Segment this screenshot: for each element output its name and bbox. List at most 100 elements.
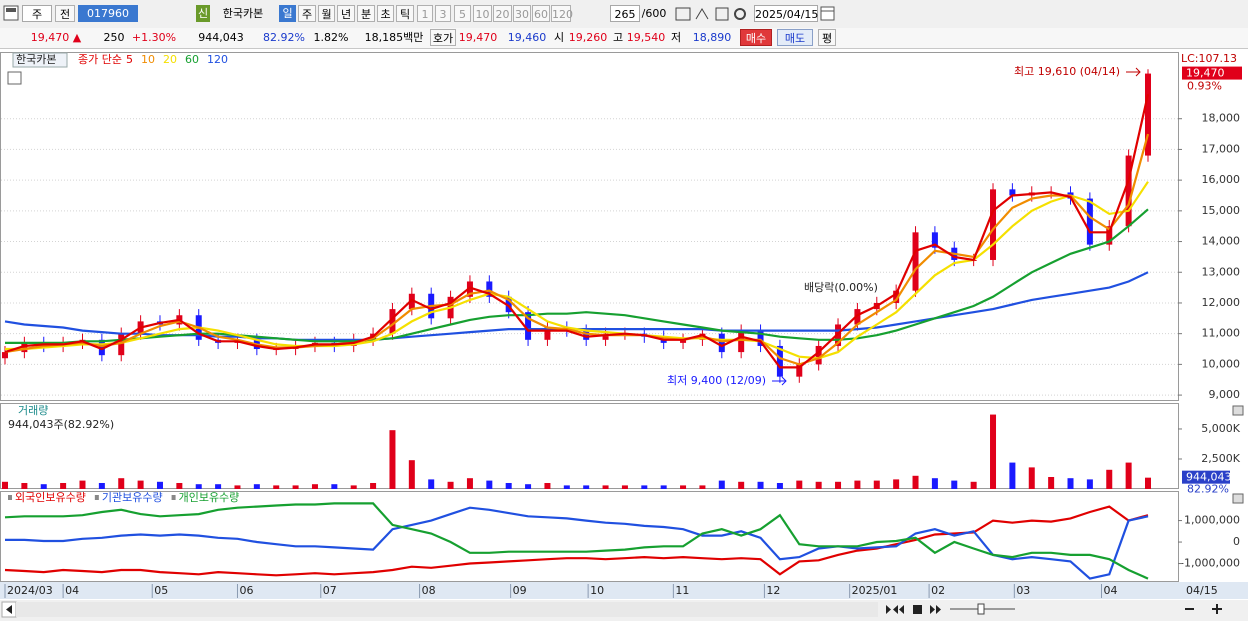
volume-bar <box>738 481 745 489</box>
legend-title: 한국카본 <box>16 53 56 66</box>
volume-bar <box>60 482 67 489</box>
toolbar-item[interactable]: 일 <box>279 5 296 22</box>
y-tick-label: 2,500K <box>1201 452 1240 465</box>
x-tick-label: 10 <box>590 584 604 597</box>
y-tick-label: 11,000 <box>1202 327 1241 340</box>
toolbar-item[interactable]: 1 <box>417 5 433 22</box>
quote-item: +1.30% <box>131 31 177 44</box>
table-icon[interactable] <box>7 71 22 85</box>
toolbar-item: 한국카본 <box>222 7 264 20</box>
toolbar-item[interactable]: 017960 <box>78 5 138 22</box>
volume-bar <box>1067 478 1074 489</box>
quote-item: 19,540 <box>626 31 666 44</box>
candle-body <box>505 296 512 313</box>
toolbar-item[interactable]: 5 <box>454 5 471 22</box>
candle-body <box>1009 189 1016 196</box>
candle-body <box>2 352 8 359</box>
toolbar-item[interactable]: 주 <box>22 5 52 22</box>
x-tick-label: 08 <box>422 584 436 597</box>
candle-body <box>757 330 764 346</box>
volume-bar <box>815 481 822 489</box>
toolbar-item[interactable]: 주 <box>298 5 316 22</box>
y-tick-label: 12,000 <box>1202 296 1241 309</box>
calendar-icon[interactable] <box>820 5 836 23</box>
candle-body <box>815 345 822 365</box>
low-arrow <box>772 376 787 386</box>
volume-bar <box>215 484 222 489</box>
candle-body <box>583 330 590 340</box>
toolbar-item[interactable]: 2025/04/15 <box>754 5 818 22</box>
toolbar-item[interactable]: 틱 <box>396 5 414 22</box>
quote-item: 82.92% <box>263 31 305 44</box>
candle-body <box>776 345 783 377</box>
candle-body <box>486 281 493 297</box>
candle-body <box>854 309 861 325</box>
series-line <box>5 506 1149 580</box>
toolbar-item[interactable]: 전 <box>55 5 75 22</box>
volume-bar <box>854 480 861 489</box>
volume-bar <box>292 485 299 489</box>
quote-item: 고 <box>612 31 624 44</box>
legend-entry: 5 <box>126 53 133 66</box>
volume-bar <box>912 475 919 489</box>
candle-body <box>1145 73 1151 156</box>
volume-bar <box>583 485 590 489</box>
candle-body <box>525 312 532 340</box>
panel-close[interactable] <box>1232 493 1244 504</box>
volume-bar <box>990 414 997 489</box>
legend-box <box>12 52 68 68</box>
quote-item[interactable]: 매도 <box>777 29 813 46</box>
scrollbar[interactable] <box>0 600 1248 621</box>
volume-bar <box>350 485 357 489</box>
volume-bar <box>1106 469 1113 489</box>
x-tick-label: 09 <box>513 584 527 597</box>
menu-icon[interactable] <box>3 5 21 23</box>
panel-close[interactable] <box>1232 405 1244 416</box>
toolbar-item[interactable]: 60 <box>532 5 550 22</box>
legend-entry: 60 <box>185 53 199 66</box>
quote-item[interactable]: 매수 <box>740 29 772 46</box>
candle-body <box>835 324 842 346</box>
candle-body <box>21 342 28 353</box>
legend-prefix: 종가 단순 <box>78 53 122 66</box>
y-tick-label: 16,000 <box>1202 173 1241 186</box>
y-tick-label: 18,000 <box>1202 112 1241 125</box>
volume-bar <box>621 485 628 489</box>
volume-bar <box>835 481 842 489</box>
toolbar-item[interactable]: 년 <box>337 5 355 22</box>
volume-bar <box>776 482 783 489</box>
toolbar-item[interactable]: 초 <box>377 5 394 22</box>
volume-bar <box>311 484 318 489</box>
volume-bar <box>718 480 725 489</box>
x-tick-label: 07 <box>323 584 337 597</box>
candle-body <box>389 309 396 334</box>
candle-body <box>680 339 687 343</box>
toolbar-item[interactable]: 분 <box>357 5 375 22</box>
toolbar-item[interactable]: 120 <box>551 5 573 22</box>
quote-item[interactable]: 호가 <box>430 29 456 46</box>
toolbar-item[interactable]: 265 <box>610 5 640 22</box>
y-tick-label: 15,000 <box>1202 204 1241 217</box>
quote-item: 19,460 <box>507 31 547 44</box>
candle-body <box>893 290 900 303</box>
toolbar-item[interactable]: 월 <box>318 5 335 22</box>
x-axis-strip <box>0 582 1248 599</box>
candle-body <box>544 327 551 340</box>
change-label: 0.93% <box>1187 80 1222 93</box>
quote-item: 19,470 ▲ <box>30 31 82 44</box>
toolbar-item[interactable]: 3 <box>435 5 451 22</box>
tool-icons[interactable] <box>674 5 754 23</box>
legend-swatch <box>171 495 176 500</box>
candle-body <box>1125 155 1132 227</box>
series-line <box>5 208 1149 344</box>
last-volume-label: 944,043 <box>1186 471 1232 484</box>
y-tick-label: 13,000 <box>1202 265 1241 278</box>
y-tick-label: 10,000 <box>1202 357 1241 370</box>
quote-item[interactable]: 평 <box>818 29 836 46</box>
x-tick-label: 03 <box>1016 584 1030 597</box>
toolbar-item[interactable]: 30 <box>513 5 531 22</box>
volume-bar <box>331 484 338 489</box>
volume-bar <box>1145 477 1151 489</box>
toolbar-item[interactable]: 10 <box>473 5 492 22</box>
toolbar-item[interactable]: 20 <box>493 5 512 22</box>
